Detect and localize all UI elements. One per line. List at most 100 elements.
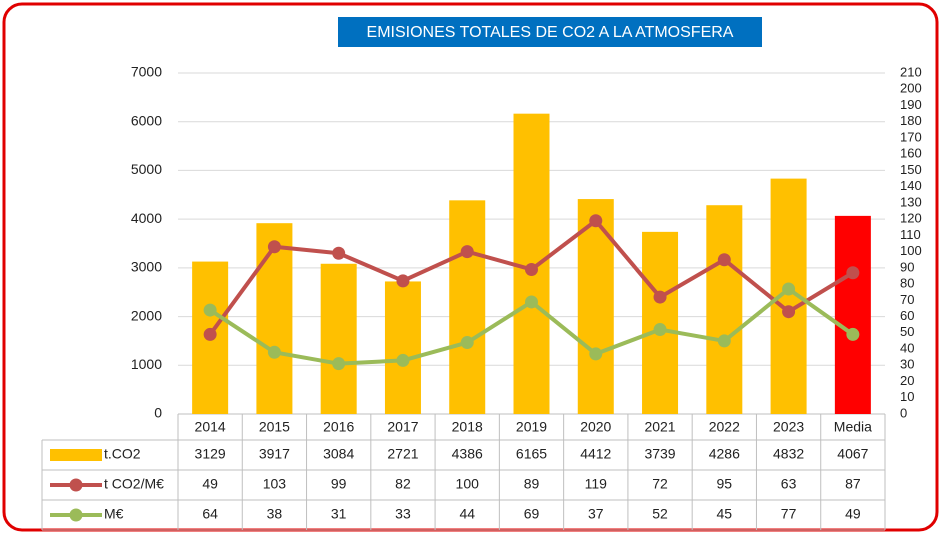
- x-tick-label: 2019: [516, 419, 547, 435]
- y2-tick-label: 150: [900, 162, 922, 177]
- table-cell: 4386: [452, 446, 483, 462]
- legend-swatch: [69, 508, 83, 522]
- table-cell: 103: [263, 476, 287, 492]
- y-tick-label: 6000: [131, 112, 162, 128]
- point: [846, 327, 860, 341]
- table-cell: 4832: [773, 446, 804, 462]
- y-tick-label: 5000: [131, 161, 162, 177]
- y-tick-label: 1000: [131, 356, 162, 372]
- y2-tick-label: 40: [900, 340, 914, 355]
- legend-label: t CO2/M€: [104, 476, 164, 492]
- point: [332, 246, 346, 260]
- table-cell: 4286: [709, 446, 740, 462]
- point: [589, 214, 603, 228]
- y2-tick-label: 200: [900, 81, 922, 96]
- x-tick-label: 2020: [580, 419, 611, 435]
- table-cell: 49: [202, 476, 218, 492]
- point: [717, 253, 731, 267]
- y2-tick-label: 120: [900, 211, 922, 226]
- point: [525, 295, 538, 309]
- point: [653, 290, 667, 304]
- x-tick-label: 2015: [259, 419, 290, 435]
- y-tick-label: 3000: [131, 259, 162, 275]
- y-tick-label: 2000: [131, 307, 162, 323]
- table-cell: 33: [395, 506, 411, 522]
- point: [396, 353, 410, 367]
- point: [782, 282, 796, 296]
- y2-tick-label: 60: [900, 308, 914, 323]
- title-box: [338, 17, 762, 47]
- table-cell: 31: [331, 506, 347, 522]
- table-cell: 52: [652, 506, 668, 522]
- table-cell: 4067: [837, 446, 868, 462]
- bar: [834, 215, 871, 414]
- table-cell: 3129: [195, 446, 226, 462]
- x-tick-label: 2023: [773, 419, 804, 435]
- x-tick-label: Media: [834, 419, 872, 435]
- y2-tick-label: 130: [900, 194, 922, 209]
- table-cell: 89: [524, 476, 540, 492]
- y2-tick-label: 30: [900, 357, 914, 372]
- point: [846, 266, 860, 280]
- table-cell: 95: [717, 476, 733, 492]
- table-cell: 99: [331, 476, 347, 492]
- y2-tick-label: 50: [900, 324, 914, 339]
- y2-tick-label: 160: [900, 146, 922, 161]
- table-cell: 82: [395, 476, 411, 492]
- table-cell: 49: [845, 506, 861, 522]
- y2-tick-label: 20: [900, 373, 914, 388]
- bar: [320, 263, 357, 414]
- y-tick-label: 7000: [131, 64, 162, 80]
- y2-tick-label: 90: [900, 259, 914, 274]
- y2-tick-label: 0: [900, 405, 907, 420]
- x-tick-label: 2017: [387, 419, 418, 435]
- table-cell: 45: [717, 506, 733, 522]
- legend-label: t.CO2: [104, 446, 141, 462]
- table-cell: 38: [267, 506, 283, 522]
- bar: [642, 231, 679, 414]
- bar: [706, 205, 743, 414]
- legend-label: M€: [104, 506, 124, 522]
- y2-tick-label: 140: [900, 178, 922, 193]
- point: [525, 262, 538, 276]
- table-cell: 3917: [259, 446, 290, 462]
- point: [717, 334, 731, 348]
- table-cell: 87: [845, 476, 861, 492]
- y2-tick-label: 10: [900, 389, 914, 404]
- point: [267, 345, 281, 359]
- chart-title: EMISIONES TOTALES DE CO2 A LA ATMOSFERA: [367, 24, 734, 41]
- table-cell: 6165: [516, 446, 547, 462]
- y2-tick-label: 100: [900, 243, 922, 258]
- y2-tick-label: 80: [900, 276, 914, 291]
- table-cell: 72: [652, 476, 668, 492]
- y2-tick-label: 210: [900, 64, 922, 79]
- point: [460, 245, 474, 259]
- table-cell: 4412: [580, 446, 611, 462]
- y-tick-label: 0: [154, 405, 162, 421]
- table-cell: 37: [588, 506, 604, 522]
- point: [267, 240, 281, 254]
- legend-swatch: [69, 478, 83, 492]
- table-cell: 2721: [387, 446, 418, 462]
- y2-tick-label: 70: [900, 292, 914, 307]
- y2-tick-label: 170: [900, 129, 922, 144]
- point: [782, 305, 796, 319]
- bar: [256, 223, 293, 414]
- table-cell: 100: [456, 476, 480, 492]
- x-tick-label: 2018: [452, 419, 483, 435]
- table-cell: 3739: [644, 446, 675, 462]
- x-tick-label: 2021: [644, 419, 675, 435]
- y2-tick-label: 180: [900, 113, 922, 128]
- x-tick-label: 2016: [323, 419, 354, 435]
- point: [589, 347, 603, 361]
- y2-tick-label: 190: [900, 97, 922, 112]
- x-tick-label: 2022: [709, 419, 740, 435]
- point: [396, 274, 410, 288]
- table-cell: 69: [524, 506, 540, 522]
- table-cell: 64: [202, 506, 218, 522]
- table-cell: 77: [781, 506, 797, 522]
- table-cell: 44: [459, 506, 475, 522]
- bar: [384, 281, 421, 414]
- table-cell: 63: [781, 476, 797, 492]
